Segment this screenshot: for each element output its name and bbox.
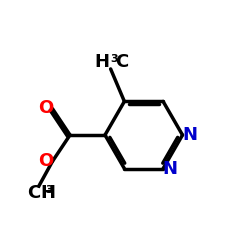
Text: O: O — [38, 152, 54, 170]
Text: O: O — [38, 99, 54, 117]
Text: H: H — [40, 184, 55, 202]
Text: N: N — [182, 126, 197, 144]
Text: 3: 3 — [110, 54, 118, 64]
Text: N: N — [162, 160, 178, 178]
Text: H: H — [94, 53, 110, 71]
Text: 3: 3 — [45, 185, 52, 195]
Text: C: C — [27, 184, 40, 202]
Text: C: C — [116, 53, 129, 71]
